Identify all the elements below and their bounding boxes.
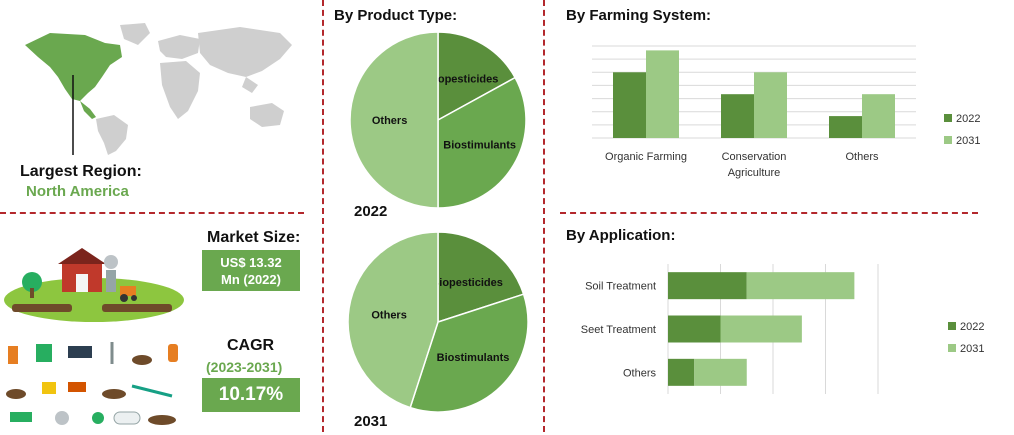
- market-size-label: Market Size:: [207, 229, 301, 246]
- farm-tools: [2, 338, 187, 430]
- divider-right-horizontal: [560, 212, 978, 214]
- application-bar-soil-treatment-2031: [746, 272, 855, 300]
- pie-2031-title: 2031: [354, 413, 388, 430]
- divider-right: [543, 0, 545, 432]
- pie-2031-label-biopesticides: Biopesticides: [431, 277, 503, 289]
- farming-legend-swatch-2031: [944, 136, 952, 144]
- application-category-label: Seet Treatment: [581, 324, 656, 336]
- application-legend-swatch-2031: [948, 344, 956, 352]
- largest-region-label: Largest Region:: [20, 163, 142, 180]
- farm-illustration: [2, 240, 187, 330]
- farming-bar-others-2031: [862, 94, 895, 138]
- pie-2022-slice-biostimulants: [437, 76, 527, 209]
- cagr-value: 10.17%: [218, 384, 284, 405]
- farming-category-label: Others: [845, 151, 879, 163]
- tools-icon: [6, 342, 178, 425]
- farming-bar-organic-farming-2031: [646, 50, 679, 138]
- pie-2022-label-biopesticides: Biopesticides: [427, 73, 499, 85]
- farming-system-heading: By Farming System:: [566, 7, 712, 24]
- pie-2031-slice-biostimulants: [409, 293, 529, 413]
- application-legend-label-2022: 2022: [960, 321, 984, 333]
- farming-legend-label-2031: 2031: [956, 135, 980, 147]
- application-bar-seet-treatment-2031: [720, 315, 802, 343]
- pie-2022-slice-others: [349, 31, 439, 209]
- cagr-label: CAGR: [227, 337, 275, 354]
- pie-2022-title: 2022: [354, 203, 388, 220]
- pie-chart-2022: Biopesticides Biostimulants Others: [349, 31, 527, 209]
- market-size-value: US$ 13.32: [220, 254, 282, 270]
- application-heading: By Application:: [566, 227, 676, 244]
- pie-2031-slice-biopesticides: [437, 231, 525, 324]
- farming-bar-conservation-agriculture-2031: [754, 72, 787, 138]
- market-size-year: Mn (2022): [221, 271, 281, 287]
- farming-category-label: Conservation: [722, 151, 787, 163]
- application-chart: Soil Treatment Seet Treatment Others 2022 20…: [581, 264, 984, 394]
- market-size-box: US$ 13.32 Mn (2022): [202, 250, 300, 291]
- farming-legend-label-2022: 2022: [956, 113, 980, 125]
- farming-bar-conservation-agriculture-2022: [721, 94, 754, 138]
- largest-region-value: North America: [26, 183, 129, 200]
- farming-system-chart: Organic Farming Conservation Agriculture Ot…: [592, 45, 980, 179]
- application-legend-label-2031: 2031: [960, 343, 984, 355]
- application-legend-swatch-2022: [948, 322, 956, 330]
- application-bar-seet-treatment-2022: [668, 315, 721, 343]
- farming-bar-others-2022: [829, 116, 862, 138]
- world-map-icon: [25, 23, 292, 165]
- application-bar-others-2022: [668, 358, 695, 386]
- divider-left: [322, 0, 324, 432]
- pie-2022-label-others: Others: [372, 115, 407, 127]
- application-category-label: Others: [623, 367, 657, 379]
- farming-bar-organic-farming-2022: [613, 72, 646, 138]
- pie-2022-label-biostimulants: Biostimulants: [443, 140, 516, 152]
- application-category-label: Soil Treatment: [585, 281, 656, 293]
- farming-category-label: Agriculture: [728, 167, 781, 179]
- pie-2031-label-biostimulants: Biostimulants: [437, 352, 510, 364]
- product-type-heading: By Product Type:: [334, 7, 458, 24]
- cagr-period: (2023-2031): [206, 359, 283, 375]
- farming-category-label: Organic Farming: [605, 151, 687, 163]
- world-map: [10, 15, 300, 165]
- pie-chart-2031: Biopesticides Biostimulants Others: [347, 231, 529, 413]
- farming-legend-swatch-2022: [944, 114, 952, 122]
- application-bar-soil-treatment-2022: [668, 272, 747, 300]
- divider-left-horizontal: [0, 212, 304, 214]
- farm-icon: [4, 248, 184, 322]
- pie-2031-slice-others: [347, 231, 439, 409]
- application-bar-others-2031: [694, 358, 747, 386]
- pie-2031-label-others: Others: [371, 309, 406, 321]
- pie-2022-slice-biopesticides: [437, 31, 517, 122]
- cagr-value-box: 10.17%: [202, 378, 300, 412]
